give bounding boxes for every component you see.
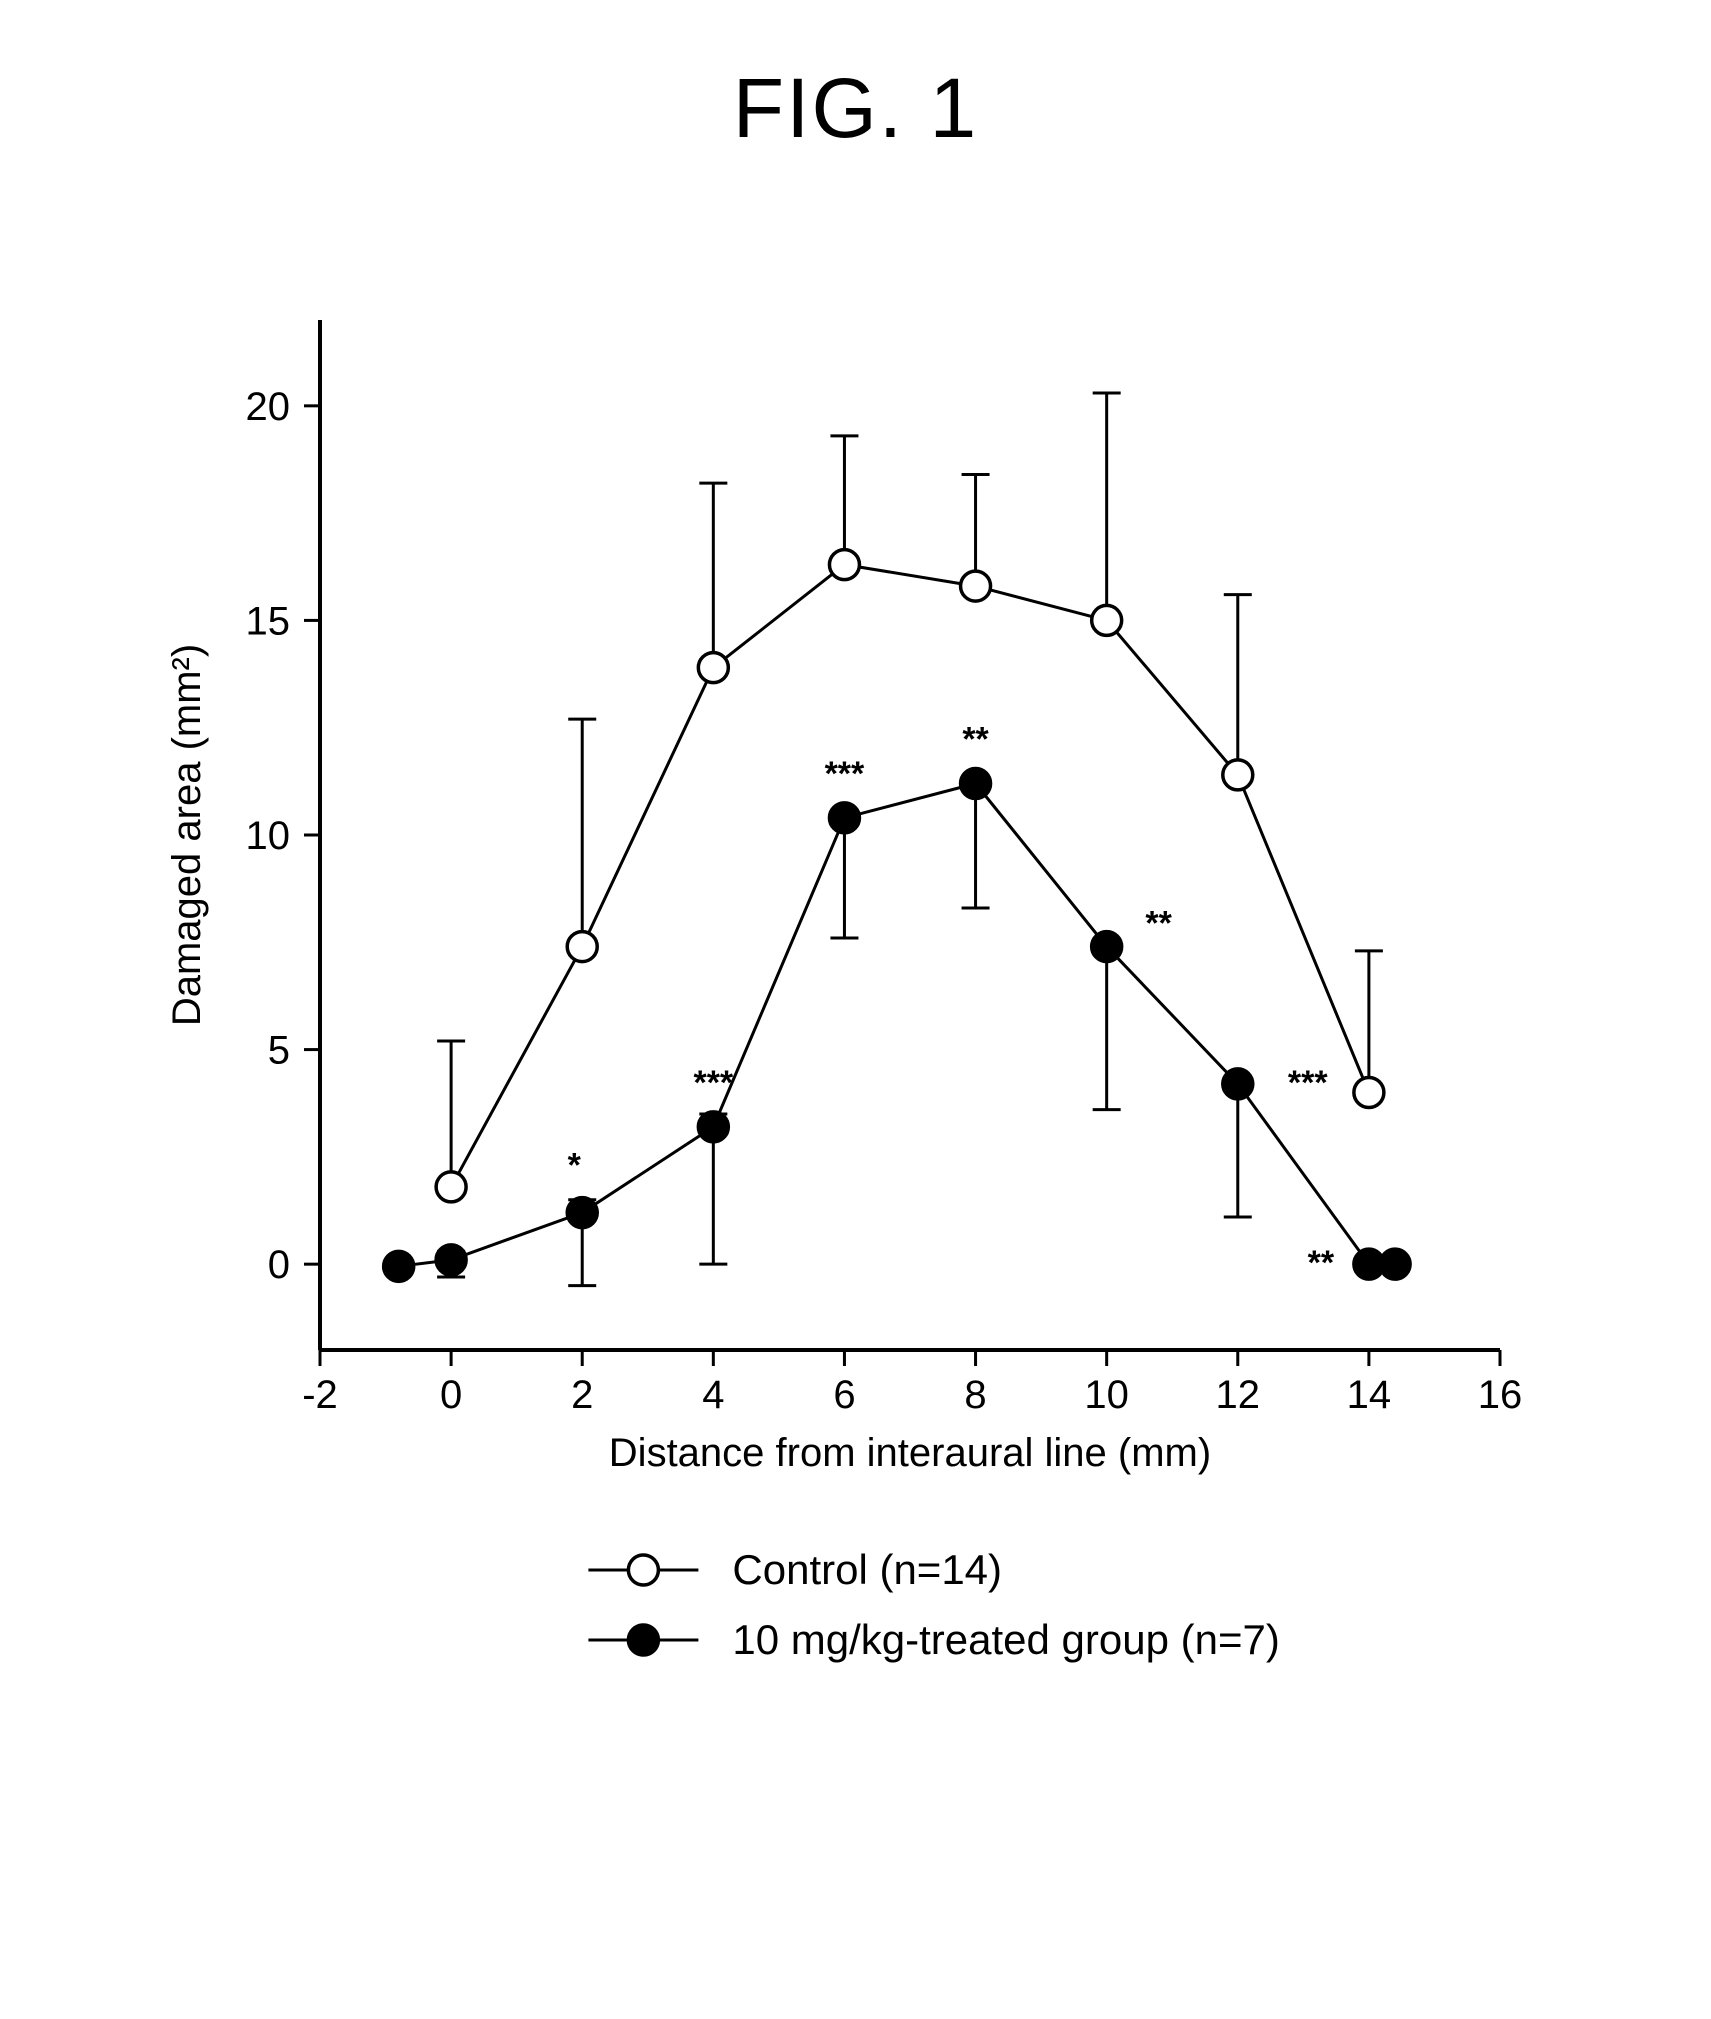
data-marker: [1223, 1069, 1253, 1099]
x-tick-label: 14: [1347, 1373, 1392, 1417]
data-marker: [698, 653, 728, 683]
x-tick-label: -2: [302, 1373, 338, 1417]
data-marker: [384, 1251, 414, 1281]
data-marker: [567, 932, 597, 962]
data-marker: [1092, 932, 1122, 962]
significance-label: ***: [825, 755, 865, 793]
significance-label: ***: [693, 1064, 733, 1102]
y-tick-label: 0: [268, 1243, 290, 1287]
data-marker: [1354, 1078, 1384, 1108]
y-tick-label: 5: [268, 1029, 290, 1073]
x-tick-label: 0: [440, 1373, 462, 1417]
data-marker: [1380, 1249, 1410, 1279]
x-tick-label: 6: [833, 1373, 855, 1417]
data-marker: [436, 1172, 466, 1202]
y-tick-label: 10: [246, 814, 291, 858]
legend-marker: [628, 1555, 658, 1585]
x-tick-label: 10: [1084, 1373, 1129, 1417]
data-marker: [961, 571, 991, 601]
data-marker: [567, 1198, 597, 1228]
significance-label: *: [568, 1147, 582, 1185]
legend-label: 10 mg/kg-treated group (n=7): [732, 1616, 1279, 1663]
x-tick-label: 2: [571, 1373, 593, 1417]
significance-label: **: [1145, 905, 1172, 943]
data-marker: [829, 803, 859, 833]
data-marker: [829, 550, 859, 580]
chart-svg: -2 0 2 4 6 8 10 12 14 16 0 5 10 15 20 Distance from int…: [140, 280, 1560, 1880]
y-axis-label: Damaged area (mm²): [165, 644, 209, 1026]
y-tick-label: 20: [246, 385, 291, 429]
data-marker: [436, 1245, 466, 1275]
significance-label: **: [1308, 1244, 1335, 1282]
significance-label: **: [962, 721, 989, 759]
legend-label: Control (n=14): [732, 1546, 1002, 1593]
x-tick-label: 4: [702, 1373, 724, 1417]
figure-title: FIG. 1: [0, 60, 1711, 157]
data-marker: [1092, 605, 1122, 635]
x-axis-label: Distance from interaural line (mm): [609, 1431, 1211, 1475]
series-line-1: [399, 784, 1395, 1267]
significance-label: ***: [1288, 1064, 1328, 1102]
y-tick-label: 15: [246, 599, 291, 643]
data-marker: [1223, 760, 1253, 790]
chart-container: -2 0 2 4 6 8 10 12 14 16 0 5 10 15 20 Distance from int…: [140, 280, 1560, 1680]
x-tick-label: 8: [964, 1373, 986, 1417]
data-marker: [961, 769, 991, 799]
x-tick-label: 12: [1216, 1373, 1261, 1417]
legend-marker: [628, 1625, 658, 1655]
x-tick-label: 16: [1478, 1373, 1523, 1417]
data-marker: [698, 1112, 728, 1142]
